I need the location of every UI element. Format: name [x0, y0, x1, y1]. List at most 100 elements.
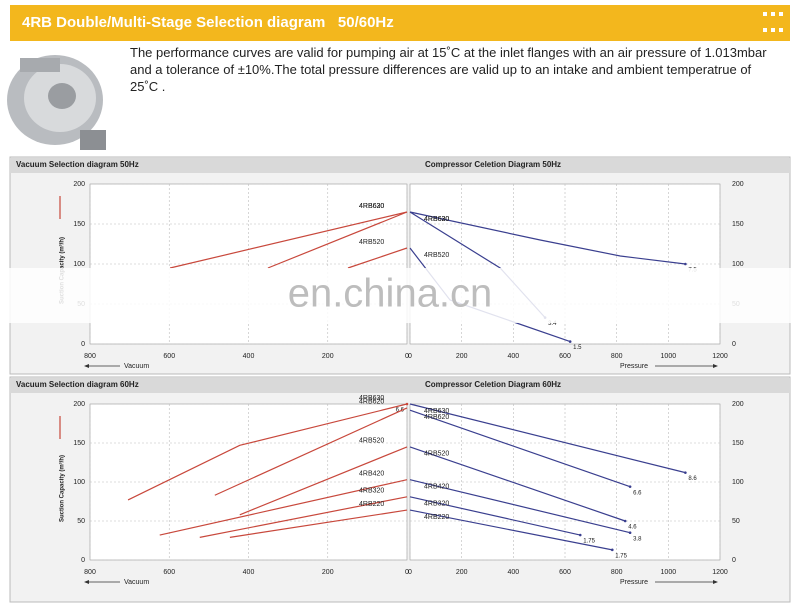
x-tick-label: 0 [405, 353, 409, 360]
end-label: 8.6 [688, 476, 697, 482]
series-label: 4RB520 [424, 451, 449, 458]
series-label: 4RB420 [424, 484, 449, 491]
end-label: 1.75 [615, 553, 627, 559]
curve [409, 496, 581, 536]
end-marker [568, 340, 572, 343]
end-label: 3.8 [633, 536, 642, 542]
y-tick-label: 150 [73, 440, 85, 447]
series-label: 4RB420 [359, 471, 384, 478]
y-tick-label: 0 [732, 557, 736, 564]
description: The performance curves are valid for pum… [130, 45, 767, 94]
series-label: 4RB520 [359, 239, 384, 246]
series-label: 4RB620 [359, 203, 384, 210]
x-tick-label: 600 [559, 353, 571, 360]
series-label: 4RB630 [424, 408, 449, 415]
x-tick-label: 200 [322, 569, 334, 576]
end-label: 1.75 [583, 539, 595, 545]
x-tick-label: 600 [163, 569, 175, 576]
chart: Vacuum Selection diagram 60Hz 800 600 400 20… [16, 380, 409, 586]
x-tick-label: 1000 [661, 569, 677, 576]
x-tick-label: 800 [611, 353, 623, 360]
x-tick-label: 800 [84, 569, 96, 576]
curve [409, 211, 686, 265]
end-label: 1.5 [573, 345, 582, 351]
y-tick-label: 150 [732, 440, 744, 447]
end-marker [623, 519, 627, 523]
curve [409, 479, 631, 534]
series-label: 4RB630 [359, 203, 384, 210]
panel-bar [10, 378, 790, 393]
end-marker [684, 262, 687, 266]
x-tick-label: 0 [408, 569, 412, 576]
curve [169, 211, 408, 269]
series-label: 4RB620 [424, 414, 449, 421]
end-marker [610, 548, 614, 552]
chart-title: Compressor Celetion Diagram 60Hz [425, 380, 561, 389]
series-label: 4RB520 [424, 252, 449, 259]
panel-bar [10, 158, 790, 173]
end-label: 3.4 [548, 321, 557, 327]
end-marker [405, 402, 409, 406]
end-marker [628, 485, 632, 488]
x-tick-label: 1200 [712, 569, 728, 576]
end-label: 6.6 [633, 490, 642, 496]
y-tick-label: 100 [73, 479, 85, 486]
chart-title: Vacuum Selection diagram 60Hz [16, 380, 139, 389]
y-axis-label: Suction Capacity (m³/h) [59, 455, 66, 522]
chart-title: Compressor Celetion Diagram 50Hz [425, 160, 561, 169]
series-label: 4RB520 [359, 438, 384, 445]
x-tick-label: 800 [611, 569, 623, 576]
arrow-head [84, 364, 89, 368]
x-tick-label: 1000 [661, 353, 677, 360]
y-tick-label: 200 [73, 181, 85, 188]
y-tick-label: 150 [732, 221, 744, 228]
blower-image [7, 55, 106, 150]
x-tick-label: 400 [243, 569, 255, 576]
y-tick-label: 150 [73, 221, 85, 228]
y-tick-label: 0 [81, 557, 85, 564]
y-tick-label: 100 [732, 479, 744, 486]
series-label: 4RB320 [359, 488, 384, 495]
chart: Compressor Celetion Diagram 50Hz 0 200 400 6… [408, 160, 744, 370]
x-axis-label: Pressure [620, 363, 648, 370]
chart: Compressor Celetion Diagram 60Hz 0 200 400 6… [408, 380, 744, 586]
x-tick-label: 400 [507, 569, 519, 576]
end-label: 4.6 [628, 525, 637, 531]
y-tick-label: 100 [732, 261, 744, 268]
x-tick-label: 1200 [712, 353, 728, 360]
x-axis-label: Vacuum [124, 363, 149, 370]
series-label: 4RB220 [424, 514, 449, 521]
y-tick-label: 0 [732, 341, 736, 348]
series-label: 4RB620 [359, 399, 384, 406]
watermark-band [0, 268, 800, 323]
y-tick-label: 50 [732, 518, 740, 525]
x-tick-label: 600 [163, 353, 175, 360]
x-tick-label: 200 [456, 569, 468, 576]
y-tick-label: 200 [732, 401, 744, 408]
series-label: 4RB630 [424, 216, 449, 223]
watermark: en.china.cn [288, 272, 493, 316]
x-tick-label: 400 [507, 353, 519, 360]
x-tick-label: 0 [405, 569, 409, 576]
header-dots [763, 12, 783, 32]
x-tick-label: 400 [243, 353, 255, 360]
curve [199, 496, 408, 538]
curve [239, 446, 408, 516]
curve [347, 247, 408, 269]
x-axis-label: Pressure [620, 579, 648, 586]
x-tick-label: 600 [559, 569, 571, 576]
header-title: 4RB Double/Multi-Stage Selection diagram… [22, 14, 394, 31]
arrow-head [713, 364, 718, 368]
curve [214, 407, 408, 496]
x-tick-label: 800 [84, 353, 96, 360]
curve [409, 446, 626, 522]
series-label: 4RB630 [359, 395, 384, 402]
curve [159, 479, 408, 536]
y-tick-label: 200 [73, 401, 85, 408]
x-axis-label: Vacuum [124, 579, 149, 586]
x-tick-label: 200 [456, 353, 468, 360]
x-tick-label: 200 [322, 353, 334, 360]
curve [409, 409, 631, 488]
series-label: 4RB320 [424, 501, 449, 508]
